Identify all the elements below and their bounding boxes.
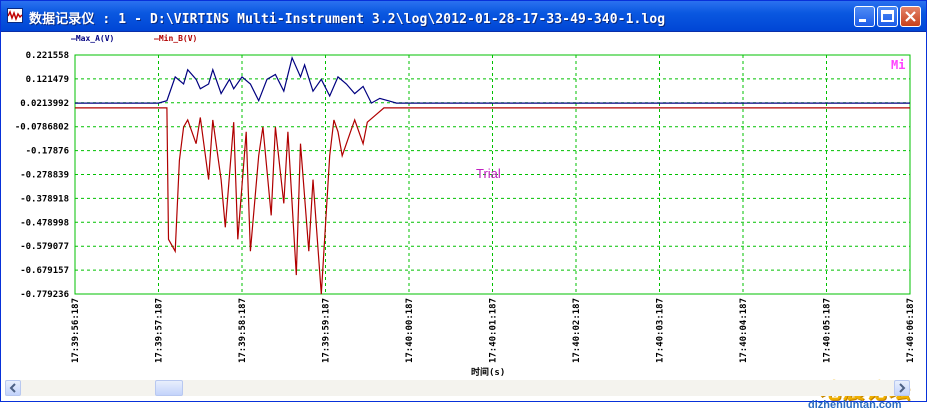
x-tick-label: 17:40:06:187 [906, 298, 916, 363]
window-title: 数据记录仪 : 1 - D:\VIRTINS Multi-Instrument … [29, 12, 666, 27]
legend-series-b: —Min_B(V) [154, 34, 198, 43]
y-tick-label: -0.278839 [20, 171, 69, 181]
scroll-left-button[interactable] [5, 380, 21, 396]
x-tick-label: 17:40:04:187 [739, 298, 749, 363]
data-logger-icon [7, 8, 23, 23]
arrow-right-icon [899, 383, 906, 393]
x-tick-label: 17:39:59:187 [322, 298, 332, 363]
x-axis-label: 时间(s) [471, 366, 505, 378]
scroll-thumb[interactable] [155, 380, 183, 396]
chart-area: —Max_A(V) —Min_B(V) 0.221558 0.121479 0.02… [4, 32, 923, 411]
y-tick-label: 0.0213992 [20, 99, 69, 109]
y-tick-label: -0.679157 [20, 266, 69, 276]
x-tick-label: 17:39:58:187 [238, 298, 248, 363]
x-tick-label: 17:40:00:187 [405, 298, 415, 363]
x-tick-label: 17:40:03:187 [656, 298, 666, 363]
chart-grid [74, 54, 911, 295]
x-tick-label: 17:40:02:187 [572, 298, 582, 363]
maximize-icon [881, 10, 894, 22]
x-axis-ticks: 17:39:56:187 17:39:57:187 17:39:58:187 17:3… [71, 298, 916, 363]
y-axis-ticks: 0.221558 0.121479 0.0213992 -0.0786802 -0.17… [15, 51, 69, 300]
corner-mark: Mi [891, 58, 905, 72]
minimize-button[interactable] [854, 6, 875, 27]
series-line-min-b [75, 107, 910, 295]
y-tick-label: -0.779236 [20, 290, 69, 300]
close-button[interactable] [900, 6, 921, 27]
horizontal-scrollbar[interactable] [5, 380, 910, 396]
y-tick-label: -0.378918 [20, 194, 69, 204]
y-tick-label: 0.121479 [26, 75, 69, 85]
y-tick-label: -0.579077 [20, 242, 69, 252]
x-tick-label: 17:40:01:187 [489, 298, 499, 363]
x-tick-label: 17:40:05:187 [823, 298, 833, 363]
trial-label: Trial [476, 166, 501, 181]
watermark-url: dizhenluntan.com [808, 399, 902, 411]
y-tick-label: -0.478998 [20, 218, 69, 228]
y-tick-label: -0.0786802 [15, 123, 69, 133]
y-tick-label: 0.221558 [26, 51, 69, 61]
chart-series [75, 55, 910, 295]
y-tick-label: -0.17876 [26, 147, 69, 157]
x-tick-label: 17:39:56:187 [71, 298, 81, 363]
legend-series-a: —Max_A(V) [71, 34, 115, 43]
arrow-left-icon [9, 383, 16, 393]
minimize-icon [859, 19, 866, 22]
title-bar[interactable]: 数据记录仪 : 1 - D:\VIRTINS Multi-Instrument … [1, 1, 926, 32]
line-chart[interactable]: 0.221558 0.121479 0.0213992 -0.0786802 -0.17… [4, 32, 923, 378]
x-tick-label: 17:39:57:187 [155, 298, 165, 363]
close-icon [905, 11, 916, 22]
series-line-max-a [75, 55, 910, 104]
plot-frame [74, 54, 911, 295]
scroll-right-button[interactable] [894, 380, 910, 396]
maximize-button[interactable] [877, 6, 898, 27]
